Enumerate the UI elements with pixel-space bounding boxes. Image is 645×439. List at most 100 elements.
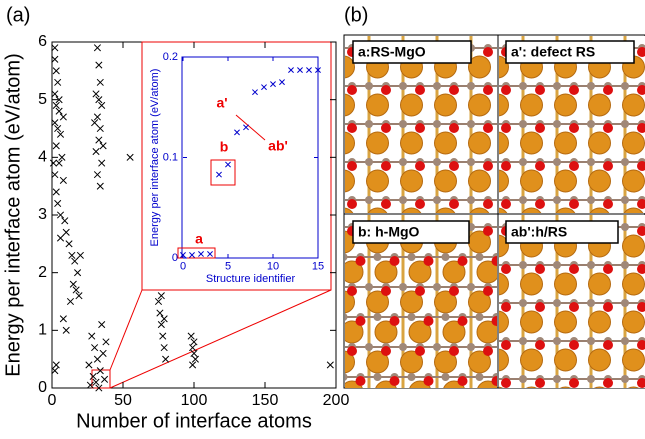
atom-red <box>569 264 579 274</box>
atom-red <box>483 47 493 57</box>
atom-o <box>621 82 629 90</box>
point <box>94 171 100 177</box>
x-tick-label: 100 <box>181 392 208 409</box>
atom-mg <box>401 411 423 433</box>
atom-o <box>365 120 373 128</box>
atom-o <box>433 196 441 204</box>
atom-red <box>569 302 579 312</box>
point <box>127 154 133 160</box>
atom-o <box>374 313 382 321</box>
atom-mg <box>623 235 645 257</box>
atom-red <box>569 123 579 133</box>
atom-red <box>535 161 545 171</box>
atom-red <box>535 302 545 312</box>
atom-red <box>603 302 613 312</box>
atom-o <box>587 299 595 307</box>
atom-o <box>365 283 373 291</box>
y-axis-label: Energy per interface atom (eV/atom) <box>2 53 24 376</box>
structure-images: a:RS-MgOa': defect RSb: h-MgOab':h/RS <box>331 35 645 433</box>
atom-o <box>587 337 595 345</box>
y-tick-label: 0 <box>172 252 178 264</box>
atom-o <box>433 82 441 90</box>
figure: (a) (b) a:RS-MgOa': defect RSb: h-MgOab'… <box>0 0 645 439</box>
atom-o <box>442 313 450 321</box>
atom-mg <box>555 94 577 116</box>
y-axis-label: Energy per interface atom (eV/atom) <box>149 69 161 247</box>
atom-o <box>587 375 595 383</box>
atom-red <box>569 161 579 171</box>
atom-o <box>553 196 561 204</box>
atom-red <box>449 346 459 356</box>
atom-o <box>467 120 475 128</box>
annotation: a' <box>216 95 227 111</box>
atom-o <box>553 299 561 307</box>
atom-o <box>399 82 407 90</box>
atom-red <box>390 316 400 326</box>
y-tick-label: 6 <box>38 33 47 50</box>
atom-mg <box>521 349 543 371</box>
point <box>97 125 103 131</box>
atom-red <box>603 378 613 388</box>
atom-red <box>424 376 434 386</box>
atom-red <box>603 85 613 95</box>
atom-o <box>467 343 475 351</box>
atom-red <box>501 264 511 274</box>
point <box>50 160 56 166</box>
atom-red <box>483 346 493 356</box>
atom-o <box>553 337 561 345</box>
atom-o <box>621 120 629 128</box>
atom-mg <box>555 170 577 192</box>
atom-mg <box>401 170 423 192</box>
y-tick-label: 2 <box>38 264 47 281</box>
atom-mg <box>521 132 543 154</box>
atom-o <box>553 158 561 166</box>
atom-mg <box>555 132 577 154</box>
atom-o <box>587 82 595 90</box>
atom-red <box>603 161 613 171</box>
atom-red <box>381 346 391 356</box>
atom-mg <box>589 387 611 409</box>
point <box>157 310 163 316</box>
point <box>189 344 195 350</box>
atom-o <box>621 196 629 204</box>
atom-o <box>587 120 595 128</box>
point <box>62 218 68 224</box>
x-axis-label: Structure identifier <box>206 273 296 285</box>
atom-mg <box>367 94 389 116</box>
atom-o <box>621 158 629 166</box>
point <box>60 114 66 120</box>
atom-o <box>365 403 373 411</box>
atom-mg <box>623 273 645 295</box>
atom-red <box>535 123 545 133</box>
atom-o <box>374 253 382 261</box>
x-tick-label: 10 <box>267 261 279 273</box>
atom-o <box>433 158 441 166</box>
point <box>66 241 72 247</box>
atom-o <box>433 343 441 351</box>
atom-o <box>587 158 595 166</box>
point <box>67 298 73 304</box>
atom-red <box>381 406 391 416</box>
point <box>94 356 100 362</box>
structure-label: a': defect RS <box>511 44 595 60</box>
atom-mg <box>623 170 645 192</box>
y-tick-label: 0.2 <box>163 51 178 63</box>
atom-red <box>415 286 425 296</box>
atom-o <box>467 196 475 204</box>
atom-mg <box>589 273 611 295</box>
point <box>54 200 60 206</box>
atom-mg <box>469 94 491 116</box>
atom-mg <box>589 132 611 154</box>
point <box>100 350 106 356</box>
atom-mg <box>367 411 389 433</box>
atom-red <box>501 302 511 312</box>
structure <box>331 36 525 230</box>
atom-o <box>553 375 561 383</box>
atom-o <box>399 158 407 166</box>
atom-mg <box>623 349 645 371</box>
atom-red <box>449 286 459 296</box>
y-tick-label: 3 <box>38 206 47 223</box>
atom-red <box>415 199 425 209</box>
atom-o <box>433 283 441 291</box>
atom-o <box>621 261 629 269</box>
